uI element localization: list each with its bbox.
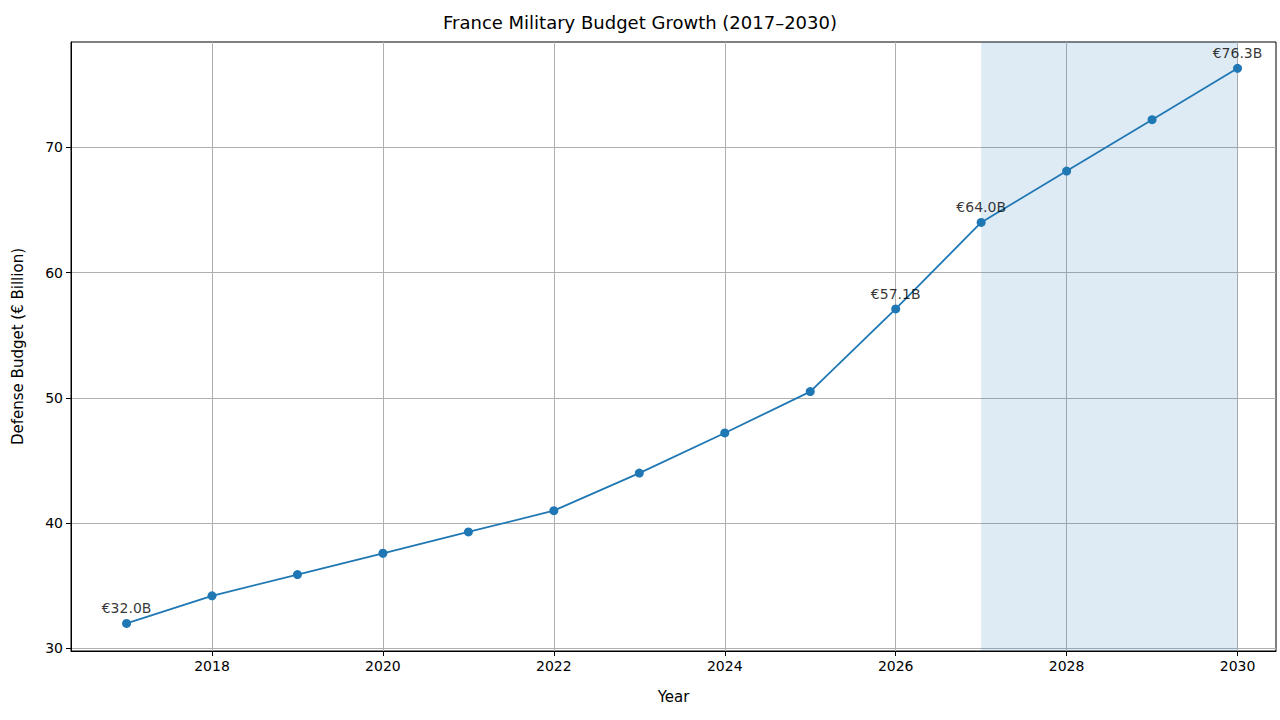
svg-text:France Military Budget Growth: France Military Budget Growth (2017–2030…	[443, 12, 837, 33]
svg-text:€32.0B: €32.0B	[102, 600, 152, 616]
svg-text:2026: 2026	[878, 658, 914, 674]
svg-text:2028: 2028	[1049, 658, 1085, 674]
svg-text:2018: 2018	[194, 658, 230, 674]
svg-text:2022: 2022	[536, 658, 572, 674]
svg-text:2024: 2024	[707, 658, 743, 674]
svg-text:70: 70	[45, 139, 63, 155]
svg-text:€76.3B: €76.3B	[1213, 45, 1263, 61]
svg-text:Defense Budget (€ Billion): Defense Budget (€ Billion)	[9, 248, 27, 445]
svg-text:Year: Year	[657, 688, 691, 706]
svg-text:2020: 2020	[365, 658, 401, 674]
svg-text:30: 30	[45, 640, 63, 656]
svg-text:€57.1B: €57.1B	[871, 286, 921, 302]
svg-text:50: 50	[45, 390, 63, 406]
svg-text:40: 40	[45, 515, 63, 531]
svg-text:€64.0B: €64.0B	[956, 199, 1006, 215]
svg-text:2030: 2030	[1220, 658, 1256, 674]
svg-text:60: 60	[45, 265, 63, 281]
